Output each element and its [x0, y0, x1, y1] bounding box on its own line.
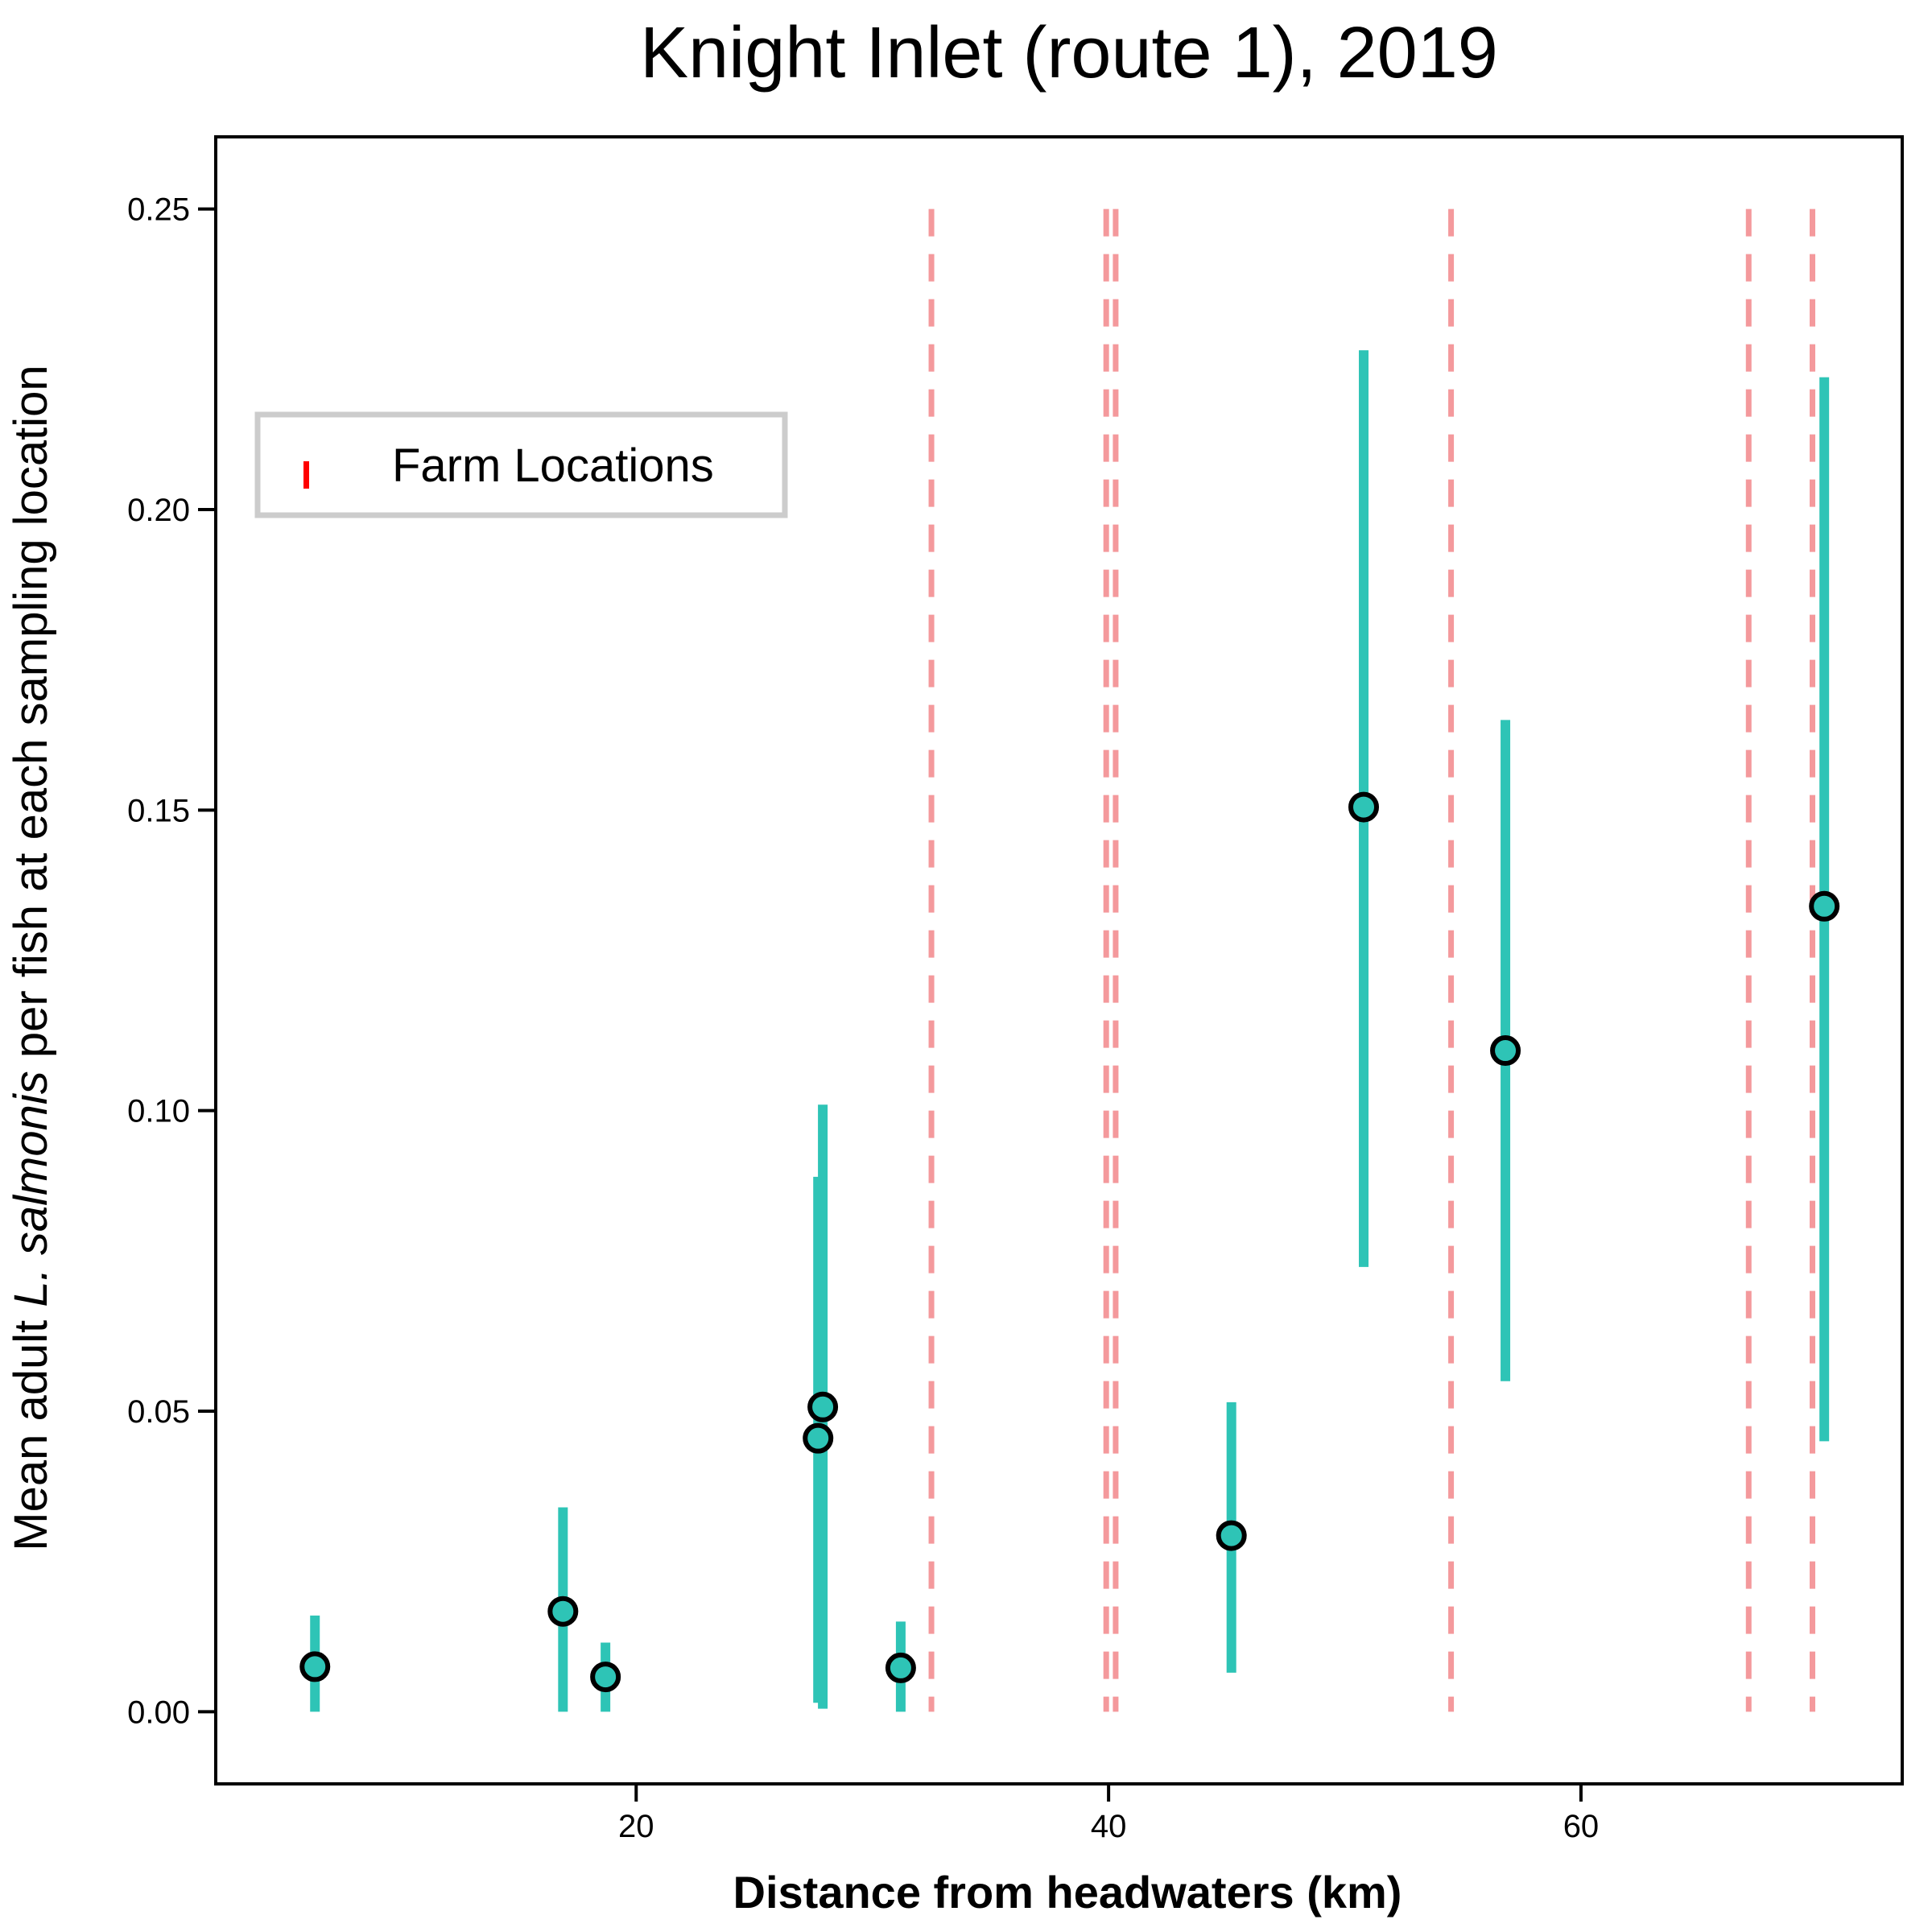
- x-tick-label: 40: [1091, 1809, 1127, 1844]
- y-tick-label: 0.10: [127, 1094, 190, 1129]
- x-tick-label: 20: [618, 1809, 654, 1844]
- y-axis: 0.00 0.05 0.10 0.15 0.20 0.25: [127, 192, 216, 1730]
- y-tick-label: 0.25: [127, 192, 190, 228]
- data-point-10: [1809, 890, 1840, 922]
- legend: Farm Locations: [254, 411, 788, 518]
- data-point-5: [807, 1391, 839, 1422]
- y-tick-label: 0.20: [127, 493, 190, 528]
- y-tick-label: 0.15: [127, 793, 190, 828]
- legend-box: [254, 411, 788, 518]
- legend-marker: [303, 461, 309, 489]
- data-point-1: [299, 1651, 331, 1682]
- data-point-8: [1348, 791, 1380, 823]
- data-points: [299, 791, 1840, 1693]
- data-point-7: [1216, 1520, 1247, 1551]
- error-bars: [310, 350, 1830, 1712]
- data-point-4: [803, 1422, 834, 1454]
- y-axis-label-part-3: per fish at each sampling location: [5, 365, 57, 1071]
- data-point-3: [590, 1662, 621, 1693]
- plot-frame: [214, 135, 1904, 1785]
- x-axis-label: Distance from headwaters (km): [733, 1867, 1402, 1918]
- y-tick-label: 0.00: [127, 1695, 190, 1730]
- y-axis-label-part-1: Mean adult: [5, 1307, 57, 1551]
- y-axis-label: Mean adult L. salmonis per fish at each …: [5, 365, 57, 1550]
- data-point-9: [1490, 1035, 1521, 1067]
- farm-lines: [928, 208, 1816, 1712]
- x-tick-label: 60: [1563, 1809, 1600, 1844]
- x-axis: 20 40 60: [618, 1784, 1599, 1844]
- y-tick-label: 0.05: [127, 1394, 190, 1430]
- data-point-2: [547, 1596, 579, 1627]
- y-axis-label-species: L. salmonis: [5, 1071, 57, 1307]
- chart-title: Knight Inlet (route 1), 2019: [640, 13, 1498, 93]
- legend-label: Farm Locations: [392, 440, 714, 492]
- data-point-6: [885, 1652, 916, 1683]
